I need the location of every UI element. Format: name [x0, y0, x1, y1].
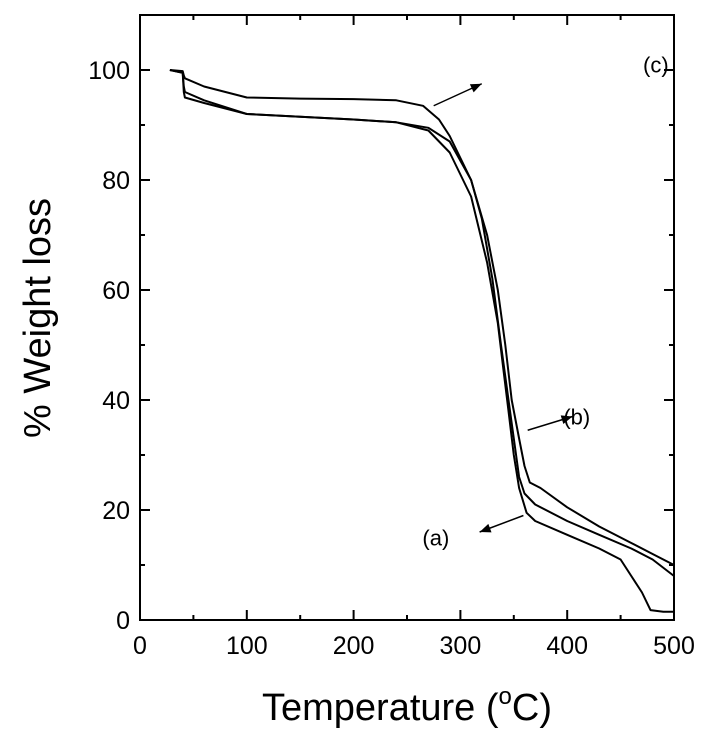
series-line-1: [170, 70, 674, 565]
y-tick-label-3: 60: [102, 277, 130, 305]
y-tick-label-2: 40: [102, 387, 130, 415]
annotation-label-1: (b): [563, 405, 590, 430]
x-tick-label-4: 400: [546, 632, 588, 660]
annotation-arrowhead-2: [480, 524, 492, 532]
x-tick-label-0: 0: [133, 632, 147, 660]
annotation-arrowhead-0: [470, 84, 482, 93]
annotation-label-0: (c): [643, 53, 669, 78]
annotations-layer: (c) (b) (a): [422, 53, 668, 551]
y-axis-title: % Weight loss: [17, 198, 59, 438]
annotation-label-2: (a): [422, 526, 449, 551]
x-tick-label-5: 500: [653, 632, 695, 660]
tick-labels: 0 100 200 300 400 500 0 20 40 60 80 100: [88, 57, 695, 660]
x-axis-title: Temperature (oC): [262, 683, 552, 729]
series-line-2: [170, 70, 674, 576]
y-tick-label-4: 80: [102, 167, 130, 195]
y-tick-label-5: 100: [88, 57, 130, 85]
y-tick-label-1: 20: [102, 497, 130, 525]
x-tick-label-3: 300: [440, 632, 482, 660]
x-tick-label-1: 100: [226, 632, 268, 660]
x-tick-label-2: 200: [333, 632, 375, 660]
y-tick-label-0: 0: [116, 607, 130, 635]
